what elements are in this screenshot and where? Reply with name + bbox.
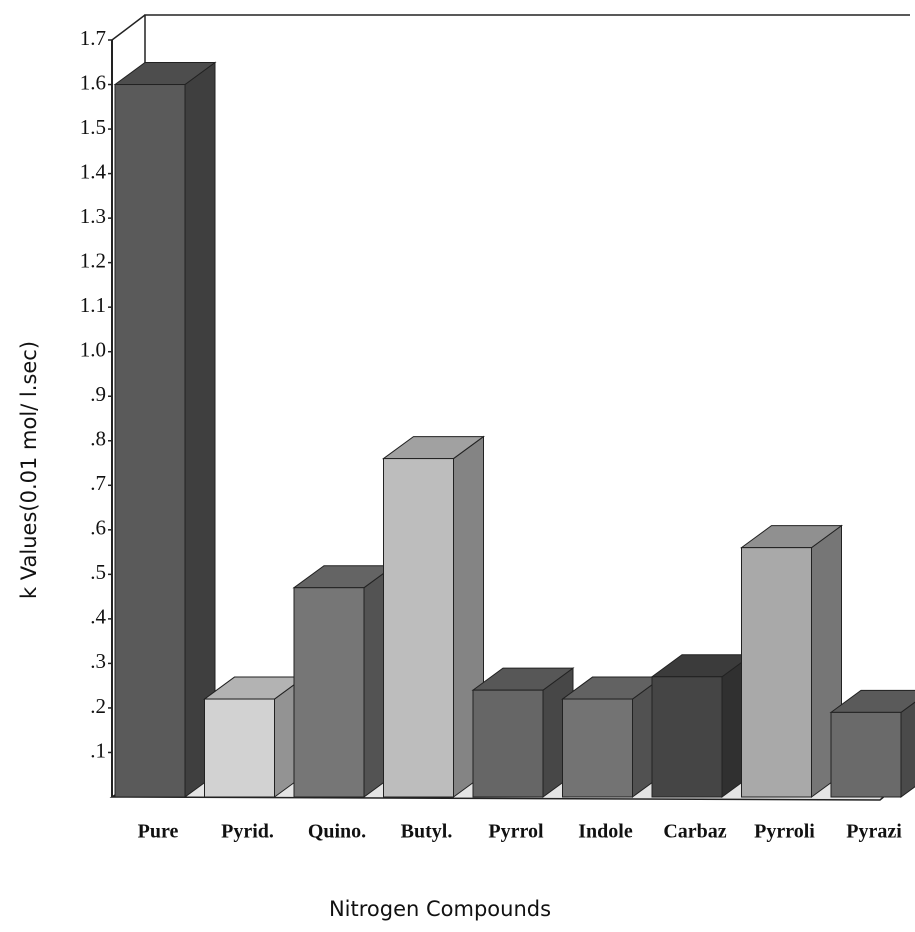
x-tick-label: Pure bbox=[138, 821, 179, 843]
bar-front bbox=[205, 699, 275, 797]
y-tick-label: .3 bbox=[90, 649, 106, 673]
x-tick-label: Pyrid. bbox=[221, 821, 274, 843]
bar bbox=[563, 677, 663, 797]
chart: Nitrogen Compounds k Values(0.01 mol/ l.… bbox=[0, 0, 915, 932]
bar-front bbox=[652, 677, 722, 797]
bar bbox=[742, 526, 842, 797]
y-tick-label: 1.2 bbox=[80, 248, 106, 272]
y-tick-label: 1.5 bbox=[80, 115, 106, 139]
bar-front bbox=[473, 690, 543, 797]
bar bbox=[294, 566, 394, 797]
bar-front bbox=[831, 712, 901, 797]
y-tick-label: 1.1 bbox=[80, 293, 106, 317]
bar-side bbox=[185, 63, 215, 797]
y-tick-label: 1.0 bbox=[80, 338, 106, 362]
axis-edge bbox=[112, 15, 145, 40]
y-tick-label: 1.4 bbox=[80, 159, 107, 183]
y-tick-label: .4 bbox=[90, 605, 106, 629]
x-tick-label: Indole bbox=[578, 821, 633, 843]
y-tick-label: .8 bbox=[90, 427, 106, 451]
y-axis-label: k Values(0.01 mol/ l.sec) bbox=[17, 341, 41, 599]
bar-top bbox=[831, 690, 915, 712]
x-tick-label: Pyrrol bbox=[488, 821, 544, 843]
bar bbox=[831, 690, 915, 797]
x-axis-label: Nitrogen Compounds bbox=[329, 897, 551, 921]
bar-front bbox=[563, 699, 633, 797]
y-tick-label: .9 bbox=[90, 382, 106, 406]
bar-front bbox=[384, 459, 454, 797]
bar bbox=[384, 437, 484, 797]
x-tick-label: Pyrroli bbox=[754, 821, 815, 843]
y-tick-label: .5 bbox=[90, 560, 106, 584]
x-tick-label: Butyl. bbox=[401, 821, 453, 843]
bar-front bbox=[742, 548, 812, 797]
y-tick-label: .6 bbox=[90, 516, 106, 540]
bar bbox=[652, 655, 752, 797]
bar bbox=[115, 63, 215, 797]
x-tick-label: Carbaz bbox=[663, 821, 726, 843]
x-tick-label: Quino. bbox=[308, 821, 366, 843]
bar-front bbox=[115, 85, 185, 797]
y-tick-label: 1.7 bbox=[80, 26, 106, 50]
bar bbox=[205, 677, 305, 797]
y-tick-label: 1.3 bbox=[80, 204, 106, 228]
y-tick-label: .7 bbox=[90, 471, 106, 495]
y-tick-label: 1.6 bbox=[80, 70, 106, 94]
y-tick-label: .2 bbox=[90, 694, 106, 718]
y-tick-label: .1 bbox=[90, 738, 106, 762]
x-tick-label: Pyrazi bbox=[846, 821, 902, 843]
bar-front bbox=[294, 588, 364, 797]
bar bbox=[473, 668, 573, 797]
